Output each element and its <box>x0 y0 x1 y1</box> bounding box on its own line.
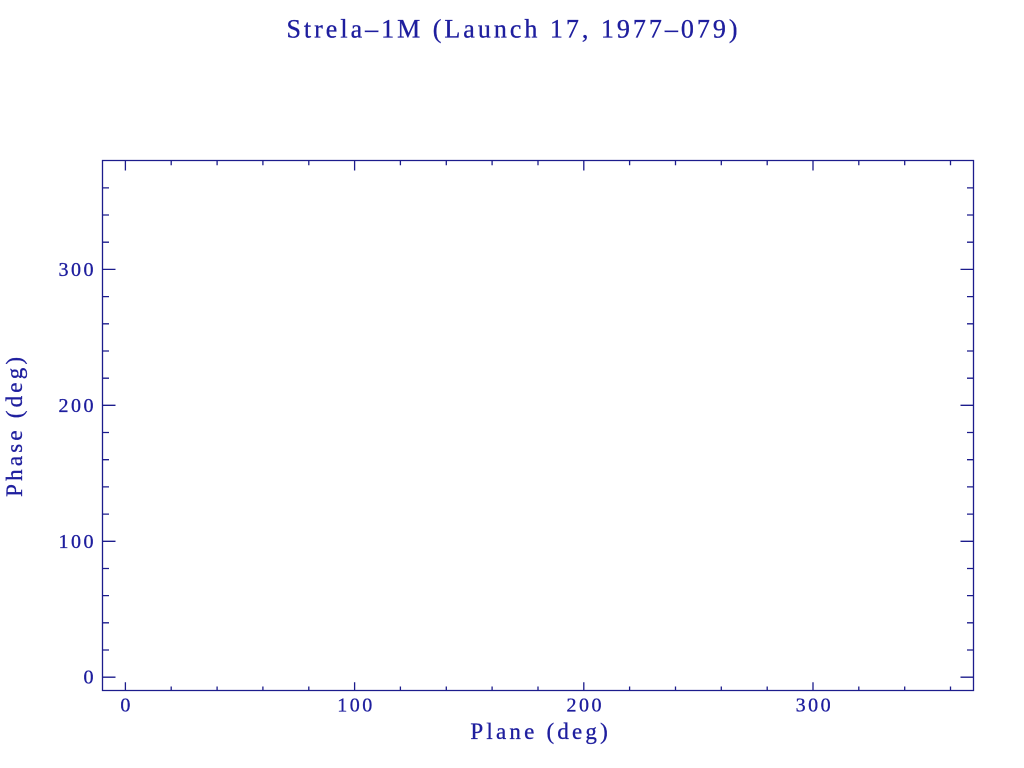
svg-text:200: 200 <box>566 694 604 716</box>
svg-text:0: 0 <box>84 667 97 689</box>
svg-text:100: 100 <box>337 694 375 716</box>
svg-text:Plane (deg): Plane (deg) <box>470 719 611 744</box>
svg-text:200: 200 <box>59 395 97 417</box>
svg-text:Phase (deg): Phase (deg) <box>2 354 27 497</box>
svg-text:300: 300 <box>796 694 834 716</box>
svg-text:Strela–1M (Launch 17, 1977–079: Strela–1M (Launch 17, 1977–079) <box>286 15 740 44</box>
svg-text:0: 0 <box>120 694 133 716</box>
svg-text:100: 100 <box>59 531 97 553</box>
svg-text:300: 300 <box>59 259 97 281</box>
